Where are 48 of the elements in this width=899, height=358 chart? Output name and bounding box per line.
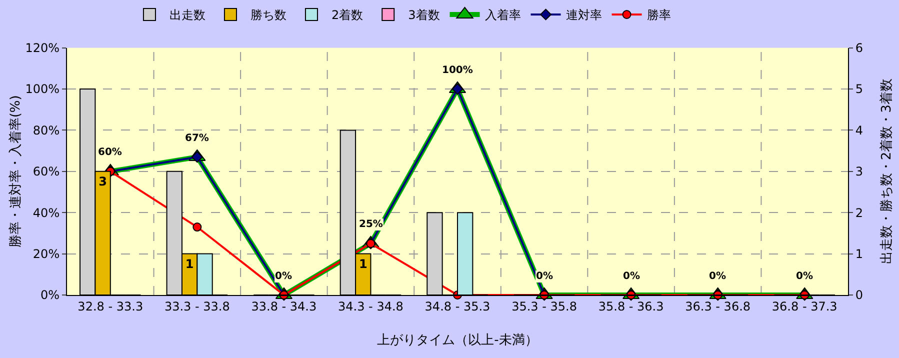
data-label: 3: [98, 174, 107, 188]
y2-tick-label: 0: [855, 288, 864, 302]
data-label: 1: [358, 256, 368, 271]
x-tick-label: 34.3 - 34.8: [338, 299, 404, 314]
y-tick-label: 20%: [32, 247, 60, 261]
x-tick-label: 33.3 - 33.8: [164, 299, 230, 314]
y-tick-label: 100%: [25, 82, 60, 96]
point: [192, 222, 202, 232]
y2-tick-label: 6: [855, 41, 864, 55]
data-label: 0%: [623, 271, 640, 282]
x-tick-label: 36.3 - 36.8: [685, 299, 751, 314]
y-tick-label: 120%: [25, 41, 60, 55]
data-label: 1: [185, 256, 194, 271]
data-label: 25%: [359, 219, 383, 230]
y-tick-label: 0%: [40, 288, 60, 302]
x-tick-label: 35.8 - 36.3: [598, 299, 664, 314]
legend-label: 連対率: [566, 8, 602, 22]
x-tick-label: 33.8 - 34.3: [251, 299, 317, 314]
legend-label: 入着率: [484, 8, 521, 22]
data-label: 0%: [275, 271, 292, 282]
y2-tick-label: 4: [855, 123, 864, 138]
y-tick-label: 80%: [32, 123, 60, 138]
data-label: 0%: [709, 271, 726, 282]
point: [191, 151, 203, 163]
data-label: 60%: [98, 147, 122, 158]
legend-label: 勝ち数: [250, 8, 286, 22]
legend-label: 出走数: [169, 8, 206, 22]
data-label: 100%: [442, 65, 473, 76]
data-label: 67%: [185, 133, 209, 144]
y2-tick-label: 3: [855, 164, 864, 179]
y2-axis-title: 出走数・勝ち数・2着数・3着数: [878, 78, 894, 264]
x-axis-title: 上がりタイム（以上-未満）: [377, 333, 538, 348]
x-tick-label: 34.8 - 35.3: [424, 299, 490, 314]
y-axis-title: 勝率・連対率・入着率(%): [7, 95, 24, 248]
data-label: 0%: [796, 271, 813, 282]
legend-label: 3着数: [408, 8, 440, 22]
y2-tick-label: 1: [855, 247, 864, 261]
x-tick-label: 35.3 - 35.8: [512, 299, 577, 314]
x-tick-label: 32.8 - 33.3: [78, 299, 144, 314]
legend-label: 勝率: [646, 8, 671, 22]
y2-tick-label: 5: [855, 82, 864, 96]
data-label: 0%: [536, 271, 553, 282]
y-tick-label: 40%: [32, 206, 60, 220]
x-tick-label: 36.8 - 37.3: [772, 299, 838, 314]
y2-tick-label: 2: [855, 206, 864, 220]
legend-label: 2着数: [331, 8, 364, 22]
y-tick-label: 60%: [32, 164, 60, 179]
point: [452, 83, 464, 95]
